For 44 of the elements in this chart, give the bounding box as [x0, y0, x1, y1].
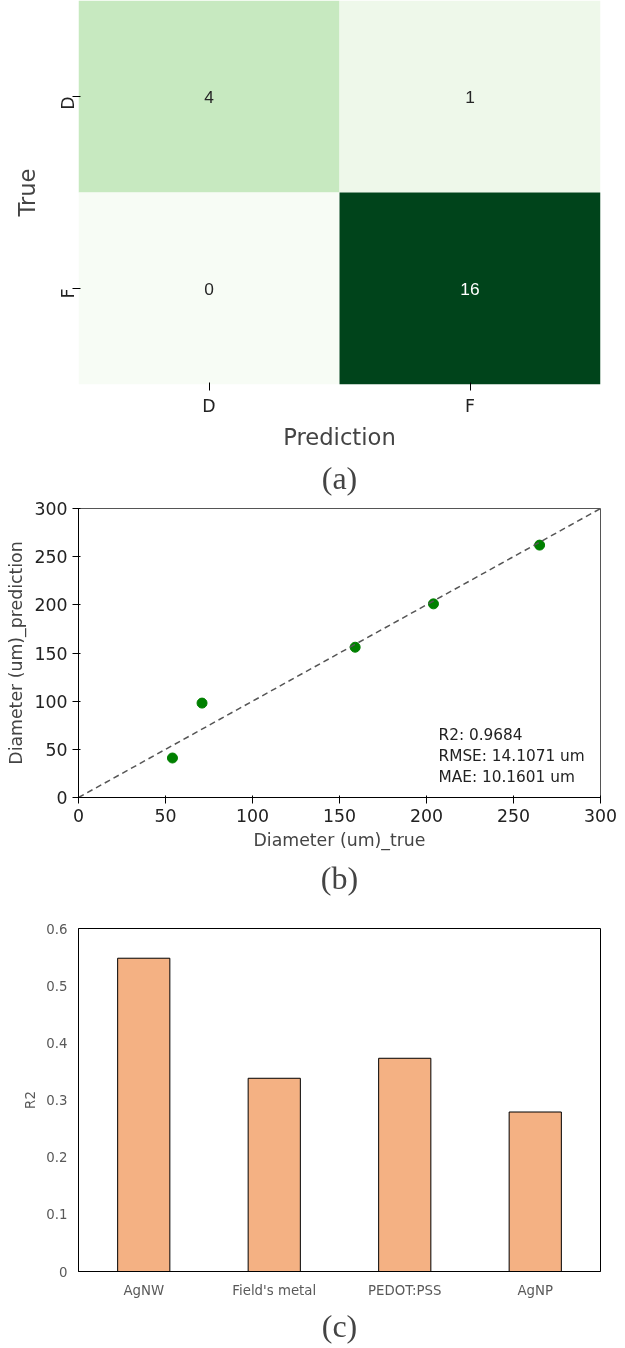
y-tick-label: F — [57, 288, 78, 299]
text: (b) — [320, 859, 359, 896]
annotation: MAE: 10.1601 um — [438, 767, 575, 786]
x-tick-label: 150 — [322, 805, 357, 826]
data-label: 4 — [204, 86, 215, 107]
y-tick-label: 0.1 — [46, 1207, 68, 1223]
y-tick-label: 0.3 — [46, 1093, 68, 1108]
point — [196, 697, 208, 709]
annotation: RMSE: 14.1071 um — [438, 746, 585, 765]
y-axis-title: R2 — [23, 1091, 39, 1109]
point — [534, 539, 546, 551]
x-tick-label: PEDOT:PSS — [368, 1282, 442, 1298]
text: (c) — [321, 1307, 358, 1344]
x-tick-label: 200 — [409, 805, 444, 826]
y-tick-label: 0 — [59, 1264, 68, 1280]
annotation: R2: 0.9684 — [438, 725, 523, 744]
x-tick-label: 300 — [583, 805, 618, 826]
y-tick-label: D — [57, 96, 78, 110]
y-tick-label: 200 — [34, 595, 68, 616]
y-tick-label: 100 — [34, 691, 68, 712]
x-tick-label: 100 — [235, 805, 270, 826]
y-tick-label: 0 — [56, 788, 68, 808]
y-tick-label: 0.2 — [46, 1150, 68, 1166]
x-tick-label: AgNP — [517, 1282, 554, 1298]
x-tick-label: 250 — [496, 805, 531, 826]
data-label: 0 — [204, 278, 214, 299]
y-tick-label: 250 — [34, 547, 68, 568]
y-axis-title: True — [13, 168, 40, 218]
x-axis-title: Diameter (um)_true — [253, 829, 426, 851]
y-tick-label: 0.5 — [46, 978, 68, 994]
y-tick-label: 150 — [34, 643, 68, 664]
text: (a) — [321, 459, 358, 496]
point — [166, 752, 178, 764]
x-tick-label: AgNW — [123, 1282, 165, 1298]
y-axis-title: Diameter (um)_prediction — [6, 541, 28, 765]
y-tick-label: 50 — [45, 739, 68, 760]
data-label: 16 — [460, 278, 480, 299]
x-axis-title: Prediction — [283, 423, 396, 450]
y-tick-label: 0.4 — [46, 1035, 68, 1051]
x-tick-label: 50 — [154, 805, 177, 826]
y-tick-label: 0.6 — [46, 921, 68, 937]
x-tick-label: Field's metal — [232, 1282, 317, 1298]
data-label: 1 — [465, 86, 475, 107]
y-tick-label: 300 — [34, 499, 68, 519]
